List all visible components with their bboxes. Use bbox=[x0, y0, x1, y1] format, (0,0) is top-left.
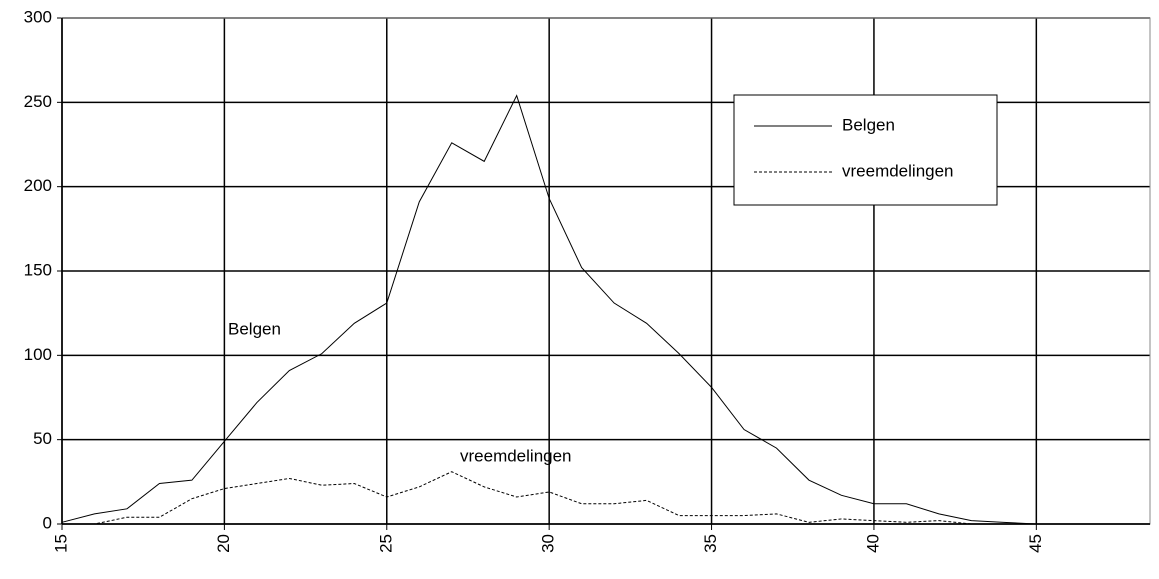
x-tick-label: 40 bbox=[863, 534, 882, 553]
x-tick-label: 25 bbox=[376, 534, 395, 553]
y-tick-label: 300 bbox=[24, 7, 52, 26]
legend: Belgen vreemdelingen bbox=[733, 94, 998, 206]
annotation: vreemdelingen bbox=[460, 446, 572, 465]
x-tick-label: 45 bbox=[1026, 534, 1045, 553]
x-tick-label: 15 bbox=[51, 534, 70, 553]
annotation: Belgen bbox=[228, 319, 281, 338]
y-tick-label: 50 bbox=[33, 429, 52, 448]
y-tick-label: 100 bbox=[24, 345, 52, 364]
y-tick-label: 200 bbox=[24, 176, 52, 195]
x-tick-label: 35 bbox=[701, 534, 720, 553]
legend-label: vreemdelingen bbox=[842, 161, 954, 180]
series-line bbox=[62, 471, 1134, 525]
x-tick-label: 30 bbox=[539, 534, 558, 553]
legend-box bbox=[733, 94, 998, 206]
x-tick-label: 20 bbox=[214, 534, 233, 553]
y-tick-label: 150 bbox=[24, 260, 52, 279]
y-tick-label: 250 bbox=[24, 92, 52, 111]
y-tick-label: 0 bbox=[43, 513, 52, 532]
legend-label: Belgen bbox=[842, 115, 895, 134]
series-line bbox=[61, 94, 1134, 525]
